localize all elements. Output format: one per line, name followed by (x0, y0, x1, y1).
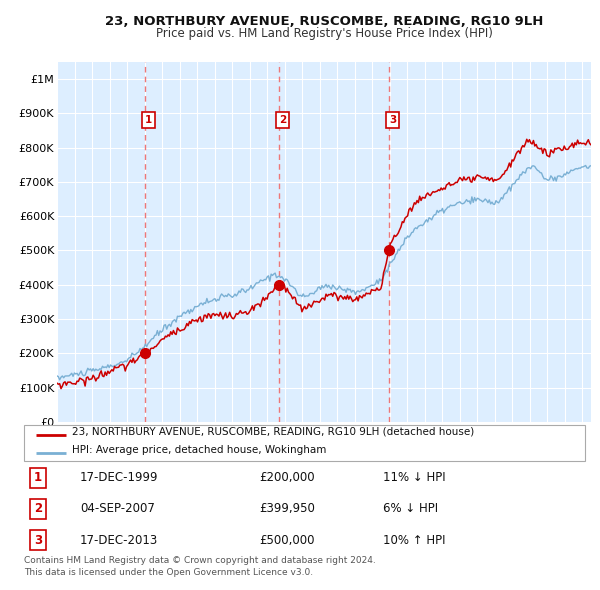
Text: This data is licensed under the Open Government Licence v3.0.: This data is licensed under the Open Gov… (24, 568, 313, 577)
Text: 11% ↓ HPI: 11% ↓ HPI (383, 471, 446, 484)
Text: 1: 1 (34, 471, 42, 484)
Text: 3: 3 (34, 533, 42, 546)
Text: Price paid vs. HM Land Registry's House Price Index (HPI): Price paid vs. HM Land Registry's House … (155, 27, 493, 40)
Text: Contains HM Land Registry data © Crown copyright and database right 2024.: Contains HM Land Registry data © Crown c… (24, 556, 376, 565)
Text: HPI: Average price, detached house, Wokingham: HPI: Average price, detached house, Woki… (71, 445, 326, 455)
FancyBboxPatch shape (24, 425, 585, 461)
Text: 2: 2 (279, 115, 286, 125)
Text: 10% ↑ HPI: 10% ↑ HPI (383, 533, 446, 546)
Text: £500,000: £500,000 (260, 533, 315, 546)
Text: 23, NORTHBURY AVENUE, RUSCOMBE, READING, RG10 9LH: 23, NORTHBURY AVENUE, RUSCOMBE, READING,… (105, 15, 543, 28)
Text: 2: 2 (34, 503, 42, 516)
Text: 3: 3 (389, 115, 396, 125)
Text: £200,000: £200,000 (260, 471, 315, 484)
Text: 1: 1 (145, 115, 152, 125)
Text: 6% ↓ HPI: 6% ↓ HPI (383, 503, 438, 516)
Text: 17-DEC-2013: 17-DEC-2013 (80, 533, 158, 546)
Text: 04-SEP-2007: 04-SEP-2007 (80, 503, 155, 516)
Text: £399,950: £399,950 (260, 503, 316, 516)
Text: 23, NORTHBURY AVENUE, RUSCOMBE, READING, RG10 9LH (detached house): 23, NORTHBURY AVENUE, RUSCOMBE, READING,… (71, 427, 474, 437)
Text: 17-DEC-1999: 17-DEC-1999 (80, 471, 158, 484)
